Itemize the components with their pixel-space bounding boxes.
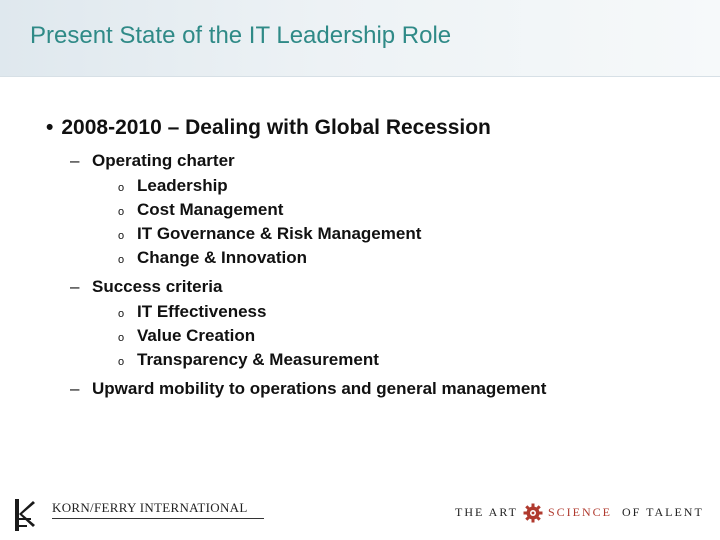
sub-sub-item-text: IT Effectiveness	[137, 302, 267, 321]
gear-icon	[523, 503, 543, 523]
sub-sub-item-text: Transparency & Measurement	[137, 350, 379, 369]
dash-marker: –	[70, 379, 80, 398]
sub-item-operating-charter: – Operating charter	[70, 151, 235, 171]
sub-sub-item-leadership: o Leadership	[118, 176, 228, 196]
sub-item-text: Upward mobility to operations and genera…	[92, 379, 547, 398]
dash-marker: –	[70, 277, 80, 296]
sub-sub-item-value-creation: o Value Creation	[118, 326, 255, 346]
company-name-underline	[52, 518, 264, 519]
sub-sub-item-text: Value Creation	[137, 326, 256, 345]
sub-sub-item-text: IT Governance & Risk Management	[137, 224, 422, 243]
circle-bullet-marker: o	[118, 182, 125, 194]
sub-item-text: Operating charter	[92, 151, 235, 170]
sub-sub-item-cost-management: o Cost Management	[118, 200, 283, 220]
bullet-marker: •	[46, 116, 54, 139]
circle-bullet-marker: o	[118, 206, 125, 218]
sub-sub-item-it-effectiveness: o IT Effectiveness	[118, 302, 266, 322]
tagline-part-3: OF TALENT	[621, 504, 704, 519]
tagline-part-2: SCIENCE	[547, 504, 612, 519]
sub-sub-item-change-innovation: o Change & Innovation	[118, 248, 307, 268]
sub-item-text: Success criteria	[92, 277, 223, 296]
bullet-main: • 2008-2010 – Dealing with Global Recessi…	[46, 116, 491, 140]
sub-sub-item-transparency: o Transparency & Measurement	[118, 350, 379, 370]
tagline: THE ART SCIENCE OF TALENT	[455, 503, 704, 523]
circle-bullet-marker: o	[118, 308, 125, 320]
sub-sub-item-text: Leadership	[137, 176, 228, 195]
circle-bullet-marker: o	[118, 230, 125, 242]
sub-item-success-criteria: – Success criteria	[70, 277, 222, 297]
bullet-text: 2008-2010 – Dealing with Global Recessio…	[61, 116, 491, 139]
sub-sub-item-text: Change & Innovation	[137, 248, 307, 267]
company-name: KORN/FERRY INTERNATIONAL	[52, 500, 248, 515]
sub-sub-item-it-governance: o IT Governance & Risk Management	[118, 224, 421, 244]
slide-title: Present State of the IT Leadership Role	[30, 22, 452, 49]
title-bar: Present State of the IT Leadership Role	[0, 0, 720, 77]
korn-ferry-logo-icon	[15, 499, 35, 531]
sub-sub-item-text: Cost Management	[137, 200, 284, 219]
dash-marker: –	[70, 151, 80, 170]
circle-bullet-marker: o	[118, 332, 125, 344]
footer: KORN/FERRY INTERNATIONAL THE ART SCIENCE…	[0, 488, 720, 540]
circle-bullet-marker: o	[118, 254, 125, 266]
sub-item-upward-mobility: – Upward mobility to operations and gener…	[70, 379, 546, 399]
circle-bullet-marker: o	[118, 356, 125, 368]
tagline-part-1: THE ART	[455, 504, 518, 519]
